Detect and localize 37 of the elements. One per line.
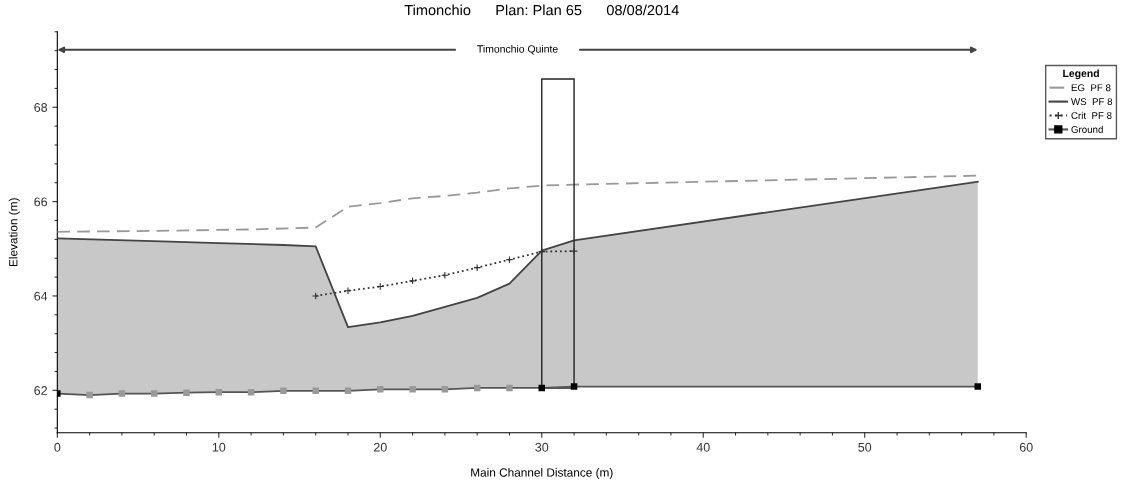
line-series [57,174,979,233]
chart-title: Timonchio Plan: Plan 65 08/08/2014 [404,4,679,16]
x-tick-label: 30 [535,442,549,452]
x-tick-label: 20 [373,442,387,452]
point [505,255,514,264]
point [312,387,319,395]
x-tick-label: 40 [696,442,710,452]
point [183,389,190,396]
annotation: Timonchio Quinte [477,44,558,55]
point [311,292,320,300]
point [86,391,93,399]
point [280,387,287,395]
y-axis-title: Elevation (m) [8,198,20,267]
point [118,390,126,397]
y-tick-label: 68 [34,103,48,112]
legend-label: EG PF 8 [1071,84,1111,92]
y-tick-label: 62 [34,386,47,395]
point [570,383,578,390]
point [376,282,385,291]
point [150,390,158,397]
point [344,286,352,295]
x-tick-label: 0 [54,442,61,452]
x-tick-label: 50 [858,442,872,452]
y-tick-label: 66 [34,197,48,207]
x-axis-title: Main Channel Distance (m) [471,468,613,480]
x-tick-label: 10 [212,442,226,452]
y-tick-label: 64 [34,291,48,301]
point [409,386,416,393]
point [441,386,449,393]
legend-label: Crit PF 8 [1071,111,1112,120]
x-tick-label: 60 [1019,442,1033,452]
point [377,386,384,393]
point [974,383,982,390]
legend-label: Ground [1071,125,1103,133]
legend-label: WS PF 8 [1070,98,1113,106]
legend-title: Legend [1063,69,1099,80]
point [506,384,513,392]
